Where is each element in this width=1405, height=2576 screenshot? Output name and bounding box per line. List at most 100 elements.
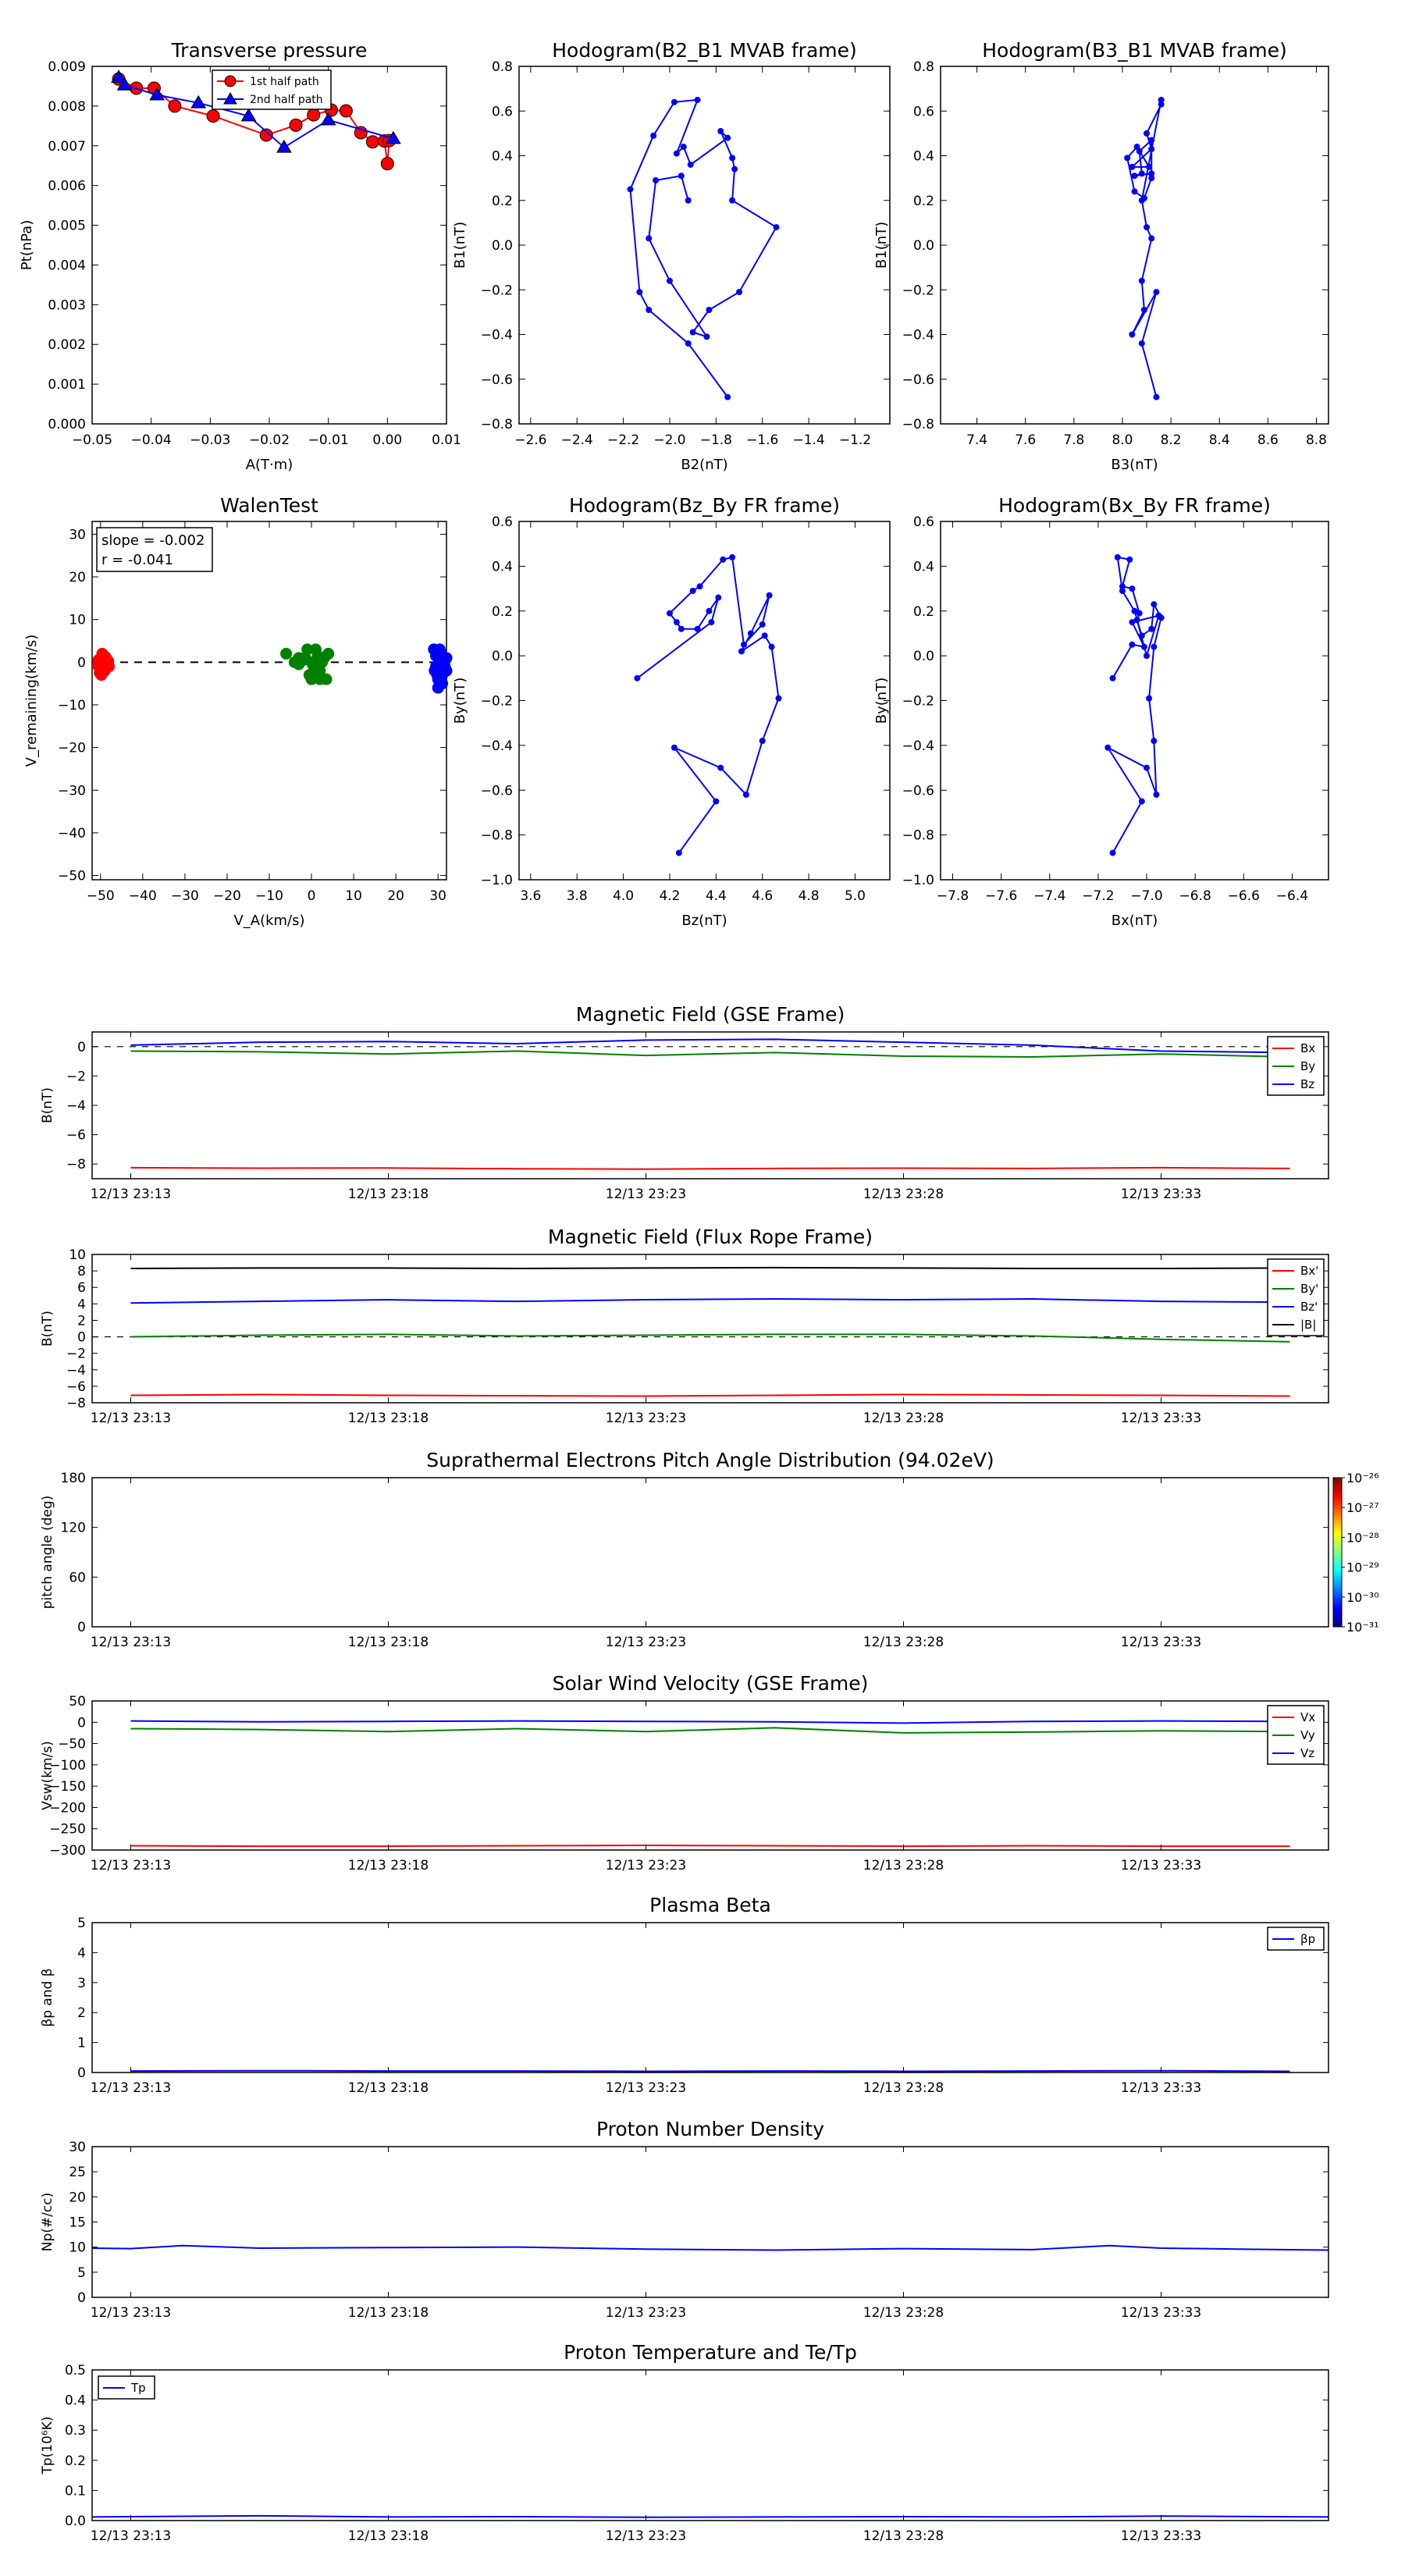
data-point [653, 176, 660, 183]
panel-1: Hodogram(B2_B1 MVAB frame) −2.6 −2.4 −2.2 −2… [452, 39, 891, 473]
x-axis-label: Bx(nT) [1112, 913, 1158, 929]
data-point [673, 150, 680, 157]
x-tick-label: 12/13 23:18 [348, 1635, 429, 1650]
y-tick-label: −0.2 [902, 283, 934, 298]
x-tick-label: −20 [213, 888, 241, 904]
data-point [190, 94, 207, 109]
y-axis-label: Np(#/cc) [40, 2193, 55, 2251]
data-point [759, 738, 766, 745]
series-line [130, 1166, 1290, 1170]
x-tick-label: −7.8 [937, 888, 969, 904]
y-tick-label: 0.008 [48, 99, 86, 115]
x-tick-label: 12/13 23:23 [606, 1411, 686, 1426]
panel-title: Proton Number Density [596, 2118, 824, 2140]
data-point [713, 798, 720, 805]
data-point [685, 197, 692, 204]
plot-frame [91, 2369, 1329, 2521]
data-point [1129, 641, 1136, 648]
data-point [650, 132, 657, 139]
data-point [1136, 148, 1143, 155]
plot-frame-1 [518, 66, 891, 425]
data-point [240, 108, 257, 122]
legend-label: Tp [130, 2381, 146, 2395]
timeseries-panel-10: Plasma Beta 0 1 2 3 4 5 12/13 23:13 12/13 23:18 1… [40, 1894, 1329, 2096]
y-tick-label: 0.0 [492, 649, 513, 664]
y-tick-label: 0 [77, 2290, 86, 2306]
colorbar-label: 10⁻³¹ [1346, 1620, 1379, 1635]
panel-title: WalenTest [220, 494, 318, 517]
legend-label: Vy [1300, 1728, 1315, 1742]
y-tick-label: −0.6 [481, 783, 513, 799]
y-axis-label: βp and β [40, 1968, 55, 2026]
data-point [1140, 643, 1147, 650]
x-tick-label: 12/13 23:23 [606, 2080, 686, 2096]
legend-label: Bz' [1300, 1300, 1318, 1314]
y-tick-label: 0.4 [492, 559, 513, 575]
data-point [1151, 643, 1158, 650]
data-point [305, 673, 318, 685]
series-line [130, 1333, 1290, 1343]
plot-frame-5 [940, 521, 1329, 881]
y-tick-label: 0.2 [492, 604, 513, 620]
x-tick-label: 8.0 [1112, 432, 1133, 448]
y-tick-label: 0.000 [48, 417, 86, 432]
y-tick-label: 0.009 [48, 59, 86, 75]
data-point [766, 592, 773, 599]
annotation-r: r = -0.041 [101, 552, 173, 568]
x-tick-label: −1.2 [839, 432, 871, 448]
panel-4: Hodogram(Bz_By FR frame) 3.6 3.8 4.0 4.2 4.4 4… [452, 494, 891, 929]
x-tick-label: 12/13 23:23 [606, 2305, 686, 2321]
panel-title: Plasma Beta [649, 1894, 771, 1916]
data-point [775, 695, 782, 702]
y-tick-label: −0.8 [902, 417, 934, 432]
y-tick-label: 4 [77, 1945, 86, 1961]
data-point [293, 658, 305, 671]
x-tick-label: 30 [429, 888, 446, 904]
y-tick-label: 50 [69, 1694, 86, 1710]
y-tick-label: 10 [69, 1247, 86, 1263]
y-tick-label: 0.0 [913, 649, 934, 664]
y-tick-label: 1 [77, 2036, 86, 2051]
data-point [1146, 163, 1153, 170]
y-tick-label: 0.001 [48, 377, 86, 393]
y-tick-label: 10 [69, 613, 86, 628]
y-tick-label: −50 [58, 1737, 86, 1752]
x-tick-label: −7.2 [1082, 888, 1114, 904]
y-tick-label: −0.4 [902, 738, 934, 754]
y-tick-label: −2 [66, 1069, 86, 1084]
x-tick-label: 12/13 23:18 [348, 2528, 429, 2544]
x-tick-label: 12/13 23:13 [91, 2080, 171, 2096]
data-point [694, 96, 701, 103]
data-point [1109, 849, 1116, 856]
x-tick-label: 12/13 23:13 [91, 1187, 171, 1202]
x-tick-label: −0.02 [249, 432, 290, 448]
x-tick-label: 12/13 23:28 [863, 2305, 944, 2321]
y-tick-label: 2 [77, 2005, 86, 2021]
y-tick-label: −0.6 [902, 372, 934, 388]
annotation-slope: slope = -0.002 [101, 532, 205, 549]
y-tick-label: −40 [58, 826, 86, 841]
data-point [276, 139, 292, 153]
data-point [289, 118, 303, 132]
y-axis-label: B1(nT) [452, 222, 468, 269]
legend-label: 1st half path [250, 76, 319, 88]
y-tick-label: −0.4 [481, 738, 513, 754]
panel-5: Hodogram(Bx_By FR frame) −7.8 −7.6 −7.4 −7.2… [873, 494, 1329, 929]
plot-frame-2 [940, 66, 1329, 425]
data-point [429, 649, 442, 662]
y-tick-label: −0.2 [481, 283, 513, 298]
data-point [646, 235, 653, 242]
panel-2: Hodogram(B3_B1 MVAB frame) 7.4 7.6 7.8 8.0 8.… [873, 39, 1329, 473]
y-axis-label: Pt(nPa) [19, 220, 35, 270]
y-tick-label: −1.0 [481, 873, 513, 888]
y-tick-label: 0.002 [48, 337, 86, 353]
x-tick-label: 12/13 23:33 [1121, 1187, 1201, 1202]
plot-frame [91, 1477, 1329, 1628]
data-point [627, 186, 634, 193]
timeseries-panel-7: Magnetic Field (Flux Rope Frame) −8−6−4−2… [40, 1226, 1329, 1426]
data-point [1131, 173, 1138, 180]
data-point [634, 674, 641, 681]
data-point [1144, 764, 1151, 771]
x-tick-label: −1.6 [746, 432, 778, 448]
y-axis-label: By(nT) [452, 678, 468, 724]
